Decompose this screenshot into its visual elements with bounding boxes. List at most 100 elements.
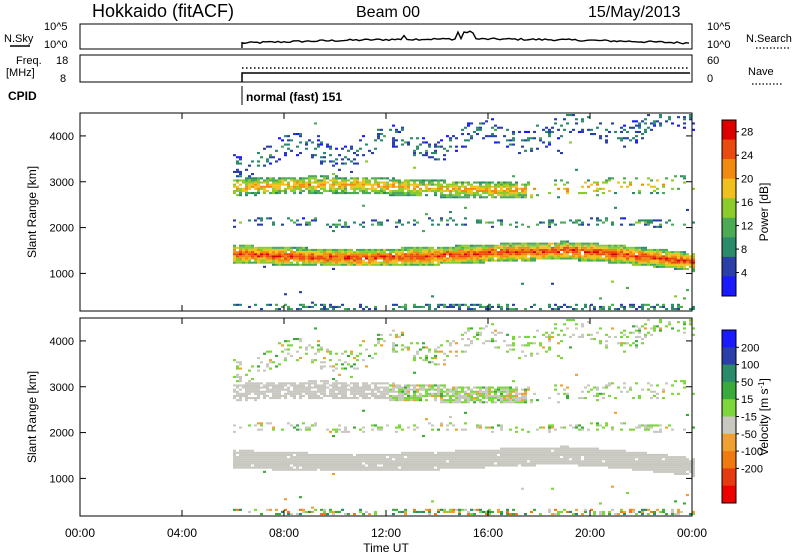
power-cell [257,181,260,184]
power-cell [314,154,317,157]
velocity-cell [266,390,269,393]
velocity-cell [509,386,512,389]
power-cell [677,305,680,308]
velocity-cell [470,464,473,467]
velocity-cell [404,513,407,516]
power-cell [488,308,491,311]
power-cell [407,221,410,224]
velocity-cell [272,464,275,467]
velocity-cell [503,451,506,454]
velocity-cell [356,468,359,471]
power-cell [308,248,311,251]
velocity-cell [407,384,410,387]
power-cell [593,181,596,184]
power-cell [338,219,341,222]
power-cell [374,251,377,254]
velocity-cell [371,456,374,459]
velocity-cell [563,458,566,461]
velocity-cell [509,460,512,463]
velocity-cell [353,460,356,463]
velocity-cell [419,458,422,461]
power-cell [527,242,530,245]
power-cell [440,194,443,197]
velocity-cell [308,453,311,456]
velocity-cell [476,458,479,461]
velocity-cell [332,472,335,475]
power-cell [398,179,401,182]
power-cell [329,185,332,188]
power-cell [524,192,527,195]
velocity-cell [398,510,401,513]
velocity-cell [287,348,290,351]
power-cell [326,263,329,266]
power-cell [341,251,344,254]
power-cell [323,263,326,266]
velocity-cell [566,453,569,456]
velocity-cell [398,468,401,471]
power-cell [617,308,620,311]
velocity-cell [581,335,584,338]
power-cell [623,246,626,249]
power-cell [344,181,347,184]
velocity-cell [509,453,512,456]
power-cell [584,181,587,184]
power-cell [653,253,656,256]
velocity-cell [284,464,287,467]
power-cell [443,305,446,308]
power-cell [344,156,347,159]
power-cell [317,139,320,142]
power-cell [458,185,461,188]
velocity-cell [452,390,455,393]
power-cell [497,181,500,184]
velocity-cell [350,375,353,378]
velocity-cell [320,365,323,368]
power-cell [338,187,341,190]
velocity-cell [506,449,509,452]
noise-panel-frame [79,23,693,50]
power-cell [524,257,527,260]
velocity-cell [287,453,290,456]
power-cell [632,305,635,308]
power-cell [605,141,608,144]
velocity-cell [566,319,569,322]
power-cell [572,244,575,247]
power-cell [446,261,449,264]
power-cell [512,308,515,311]
velocity-cell [455,464,458,467]
velocity-cell [383,382,386,385]
power-cell [563,128,566,131]
velocity-cell [248,453,251,456]
velocity-cell [425,384,428,387]
velocity-cell [530,451,533,454]
power-cell [659,116,662,119]
velocity-cell [479,327,482,330]
power-cell [371,189,374,192]
power-cell [317,135,320,138]
power-cell [494,183,497,186]
power-cell [554,303,557,306]
power-cell [506,305,509,308]
velocity-cell [515,456,518,459]
velocity-cell [260,386,263,389]
velocity-cell [299,340,302,343]
velocity-cell [296,456,299,459]
power-cell [233,179,236,182]
power-cell [545,251,548,254]
velocity-cell [365,384,368,387]
velocity-cell [452,462,455,465]
velocity-cell [293,456,296,459]
velocity-cell [449,399,452,402]
power-cell [596,223,599,226]
velocity-cell [509,458,512,461]
nsky-tick-high: 10^5 [44,21,68,33]
velocity-cell [275,468,278,471]
power-cell [233,185,236,188]
power-cell [608,130,611,133]
power-cell [644,261,647,264]
velocity-cell [437,363,440,366]
power-cell [368,255,371,258]
power-cell [644,219,647,222]
power-cell [500,219,503,222]
velocity-cell [347,354,350,357]
velocity-cell [512,447,515,450]
